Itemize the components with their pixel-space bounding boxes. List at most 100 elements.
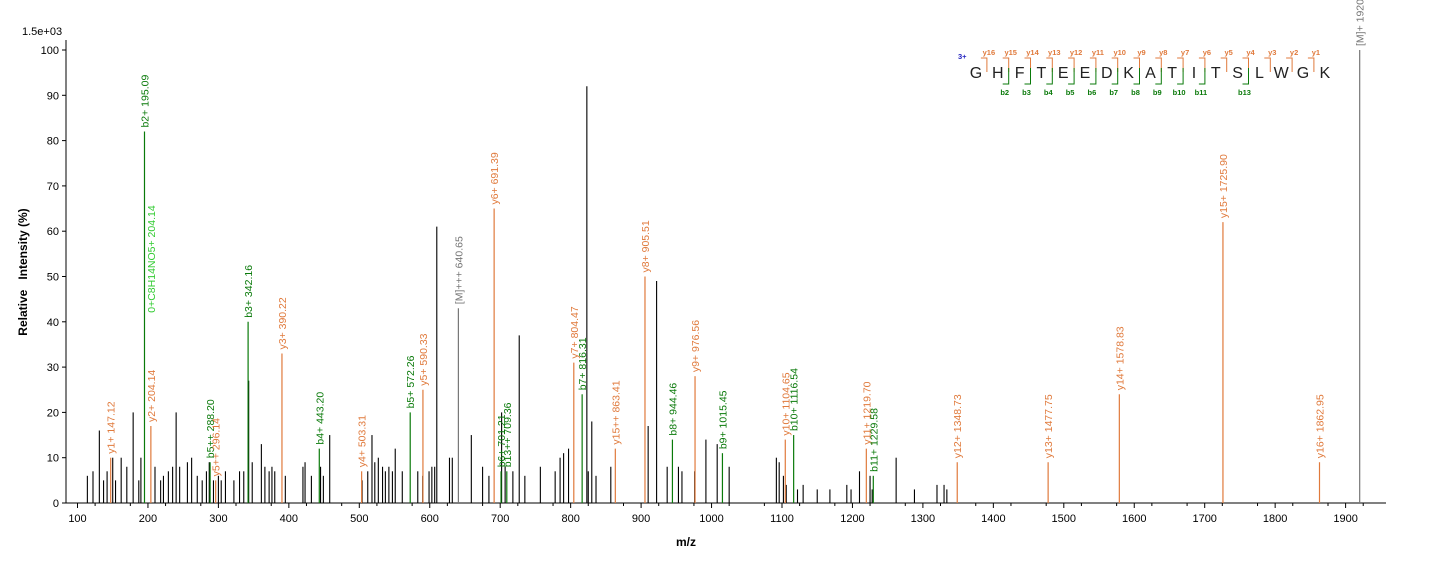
y-ion-label: y13 <box>1048 48 1061 57</box>
y-tick-label: 10 <box>47 453 59 465</box>
charge-state: 3+ <box>958 52 967 61</box>
y-ion-label: y10 <box>1113 48 1126 57</box>
peak-label-y-ion: y9+ 976.56 <box>690 320 702 372</box>
peak-label-y-ion: y3+ 390.22 <box>277 297 289 349</box>
peak-label-b-ion: b7+ 816.31 <box>577 337 589 390</box>
b-ion-bracket <box>1133 68 1140 85</box>
peak-label-b-ion: b11+ 1229.58 <box>868 408 880 472</box>
b-ion-bracket <box>1068 68 1075 85</box>
peak-label-b-ion: b9+ 1015.45 <box>717 390 729 449</box>
y-tick-label: 60 <box>47 226 59 238</box>
y-ion-bracket <box>1046 57 1053 72</box>
y-ion-bracket <box>1089 57 1097 72</box>
x-tick-label: 200 <box>139 513 157 525</box>
peak-label-y-ion: y4+ 503.31 <box>357 415 369 467</box>
residue-A: A <box>1145 65 1156 82</box>
x-tick-label: 1900 <box>1333 513 1357 525</box>
b-ion-bracket <box>1024 68 1031 85</box>
peak-label-y-ion: y15+ 1725.90 <box>1218 154 1230 218</box>
peak-label-y-ion: y5++ 296.14 <box>211 418 223 477</box>
b-ion-label: b5 <box>1066 88 1075 97</box>
peak-label-b-ion: b4+ 443.20 <box>314 392 326 445</box>
peak-label-y-ion: y5+ 590.33 <box>418 333 430 385</box>
intensity-scale-label: 1.5e+03 <box>22 26 62 38</box>
y-tick-label: 0 <box>53 498 59 510</box>
peak-label-y-ion: y8+ 905.51 <box>640 220 652 272</box>
peak-label-y-ion: y15++ 863.41 <box>610 380 622 444</box>
y-ion-bracket <box>1111 57 1119 72</box>
residue-F: F <box>1015 65 1025 82</box>
x-tick-label: 1600 <box>1122 513 1146 525</box>
peak-label-y-ion: y7+ 804.47 <box>569 306 581 358</box>
residue-H: H <box>992 65 1004 82</box>
residue-T: T <box>1211 65 1221 82</box>
x-tick-label: 300 <box>209 513 227 525</box>
residue-S: S <box>1232 65 1243 82</box>
y-tick-label: 20 <box>47 407 59 419</box>
x-tick-label: 500 <box>350 513 368 525</box>
residue-T: T <box>1037 65 1047 82</box>
y-ion-bracket <box>1242 57 1249 72</box>
peak-label-b-ion: b6+ 701.21 <box>496 414 508 467</box>
x-tick-label: 600 <box>421 513 439 525</box>
y-ion-label: y9 <box>1137 48 1145 57</box>
y-tick-label: 50 <box>47 272 59 284</box>
x-tick-label: 1000 <box>699 513 723 525</box>
b-ion-label: b11 <box>1195 88 1208 97</box>
x-ticks: 100 200 300 400 500 600 700 800 900 1000 1100 1200 1… <box>68 503 1364 525</box>
b-ion-label: b3 <box>1022 88 1031 97</box>
residue-D: D <box>1101 65 1113 82</box>
y-ion-bracket <box>980 57 988 72</box>
peak-label-b-ion: b3+ 342.16 <box>243 265 255 318</box>
y-ion-label: y14 <box>1026 48 1039 57</box>
x-tick-label: 800 <box>561 513 579 525</box>
residue-G: G <box>1297 65 1309 82</box>
x-axis-title: m/z <box>676 535 696 549</box>
x-tick-label: 1700 <box>1192 513 1216 525</box>
b-ion-label: b6 <box>1088 88 1097 97</box>
x-tick-label: 700 <box>491 513 509 525</box>
residue-E: E <box>1058 65 1069 82</box>
y-ion-bracket <box>1133 57 1140 72</box>
y-ion-bracket <box>1286 57 1293 72</box>
x-tick-label: 1200 <box>840 513 864 525</box>
peak-label-b-ion: b13++ 709.36 <box>502 402 514 467</box>
grid-and-axes: 0 10 20 30 40 50 60 70 80 90 100 100 200 300 400 500 60… <box>41 40 1386 525</box>
residue-G: G <box>970 65 982 82</box>
peak-label-y-ion: y11+ 1219.70 <box>861 381 873 444</box>
peak-label-y-ion: y14+ 1578.83 <box>1114 326 1126 390</box>
y-axis-title: Relative Intensity (%) <box>16 208 30 335</box>
y-ion-label: y12 <box>1070 48 1083 57</box>
y-ion-label: y3 <box>1268 48 1276 57</box>
residue-E: E <box>1080 65 1091 82</box>
peak-label-precursor-ion: [M]+ 1920.00 <box>1355 0 1367 46</box>
peak-label-y-ion: y6+ 691.39 <box>489 152 501 204</box>
y-ion-label: y1 <box>1312 48 1320 57</box>
y-ion-bracket <box>1177 57 1184 72</box>
peak-label-y-ion: y10+ 1104.65 <box>780 372 792 435</box>
b-ion-bracket <box>1111 68 1119 85</box>
y-ion-label: y5 <box>1225 48 1233 57</box>
x-tick-label: 1500 <box>1052 513 1076 525</box>
peak-label-b-ion: b8+ 944.46 <box>667 383 679 436</box>
y-tick-label: 40 <box>47 317 59 329</box>
unlabeled-peaks <box>86 86 948 503</box>
y-ion-label: y16 <box>983 48 996 57</box>
x-tick-label: 1400 <box>981 513 1005 525</box>
x-tick-label: 100 <box>68 513 86 525</box>
y-tick-label: 30 <box>47 362 59 374</box>
peak-label-b-ion: b2+ 195.09 <box>139 75 151 128</box>
y-tick-label: 90 <box>47 90 59 102</box>
b-ion-label: b7 <box>1109 88 1118 97</box>
y-ion-bracket <box>1002 57 1010 72</box>
peak-label-precursor-ion: [M]+++ 640.65 <box>453 236 465 304</box>
y-ticks: 0 10 20 30 40 50 60 70 80 90 100 <box>41 45 66 510</box>
annotated-peaks: y1+ 147.12 b2+ 195.09 y2+ 204.14 0+C8H14NO5… <box>106 0 1367 503</box>
peak-label-y-ion: y12+ 1348.73 <box>952 394 964 458</box>
b-ion-label: b10 <box>1173 88 1186 97</box>
b-ion-bracket <box>1089 68 1097 85</box>
y-tick-label: 100 <box>41 45 59 57</box>
y-ion-label: y4 <box>1246 48 1255 57</box>
